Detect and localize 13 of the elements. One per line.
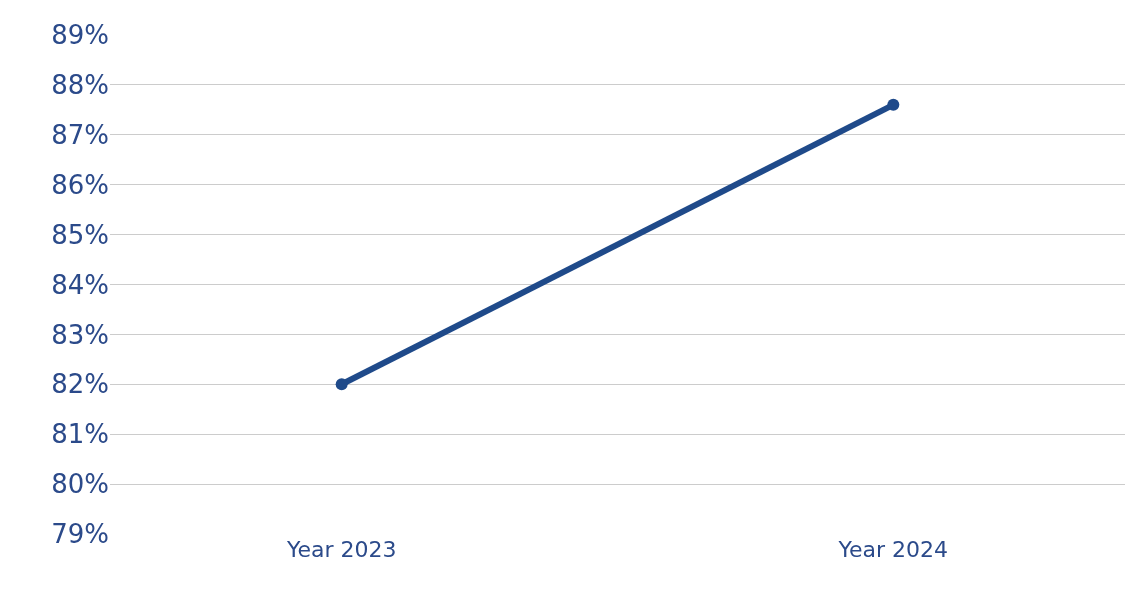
y-tick-label: 89% <box>51 20 109 51</box>
y-tick-label: 85% <box>51 219 109 250</box>
y-tick-label: 86% <box>51 169 109 200</box>
y-tick-label: 88% <box>51 70 109 100</box>
y-tick-label: 84% <box>51 269 109 300</box>
y-tick-label: 82% <box>51 369 109 400</box>
x-tick-label: Year 2023 <box>285 537 397 562</box>
y-tick-label: 87% <box>51 119 109 150</box>
y-tick-label: 83% <box>51 319 109 350</box>
x-tick-label: Year 2024 <box>837 537 949 562</box>
y-tick-label: 79% <box>51 519 109 550</box>
y-tick-label: 80% <box>51 469 109 500</box>
y-tick-label: 81% <box>51 419 109 450</box>
